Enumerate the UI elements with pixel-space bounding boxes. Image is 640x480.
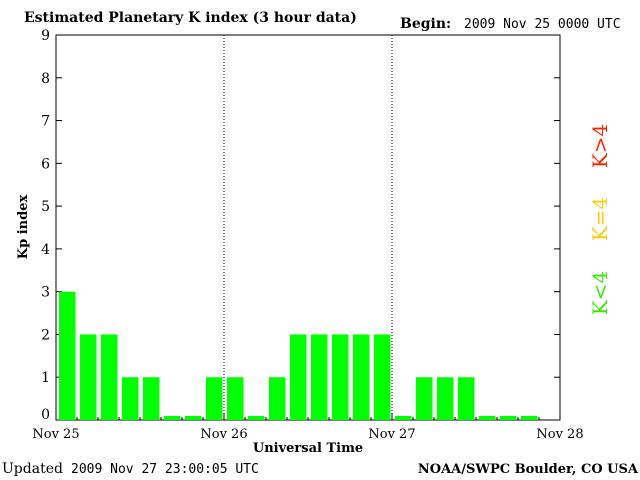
y-tick-label: 4 [41, 242, 50, 258]
plot-area: 0 1 2 3 4 5 6 7 8 9 Nov 25 Nov 26 Nov 27 Nov 28 [32, 28, 583, 442]
y-tick-label: 2 [41, 327, 50, 343]
kp-bar [332, 334, 349, 420]
kp-bar [80, 334, 97, 420]
kp-bar [206, 377, 223, 420]
legend-label: K<4 [588, 271, 612, 315]
updated-label: Updated [2, 461, 63, 477]
kp-bar [59, 291, 76, 420]
plot-frame [55, 34, 561, 421]
kp-bar [458, 377, 475, 420]
y-tick-label: 3 [41, 285, 50, 301]
updated-value: 2009 Nov 27 23:00:05 UTC [71, 462, 259, 477]
kp-bar [437, 377, 454, 420]
kp-bar [143, 377, 160, 420]
kp-bar [164, 416, 181, 420]
x-tick-label: Nov 25 [32, 427, 79, 442]
kp-bar [227, 377, 244, 420]
kp-bar [248, 416, 265, 420]
kp-bar [185, 416, 202, 420]
y-tick-label: 9 [41, 28, 50, 44]
chart-title: Estimated Planetary K index (3 hour data… [24, 10, 357, 26]
x-tick-label: Nov 28 [536, 427, 583, 442]
kp-bar [395, 416, 412, 420]
y-tick-label: 7 [41, 114, 50, 130]
kp-bar [122, 377, 139, 420]
y-tick-label: 0 [41, 407, 50, 423]
y-tick-label: 1 [41, 370, 50, 386]
begin-label: Begin: [400, 16, 451, 32]
legend-label: K>4 [588, 124, 612, 168]
y-axis-label: Kp index [16, 195, 31, 260]
x-tick-label: Nov 27 [368, 427, 415, 442]
kp-bar [479, 416, 496, 420]
legend: K>4 K=4 K<4 [588, 124, 612, 315]
x-tick-label: Nov 26 [200, 427, 247, 442]
source-credit: NOAA/SWPC Boulder, CO USA [418, 462, 639, 477]
legend-label: K=4 [588, 197, 612, 241]
kp-bar [353, 334, 370, 420]
y-tick-label: 6 [41, 156, 50, 172]
kp-bar [500, 416, 517, 420]
kp-bar [416, 377, 433, 420]
kp-bar [101, 334, 118, 420]
begin-value: 2009 Nov 25 0000 UTC [464, 17, 621, 32]
y-tick-label: 5 [41, 199, 50, 215]
x-axis-label: Universal Time [253, 441, 363, 456]
kp-bar [374, 334, 391, 420]
kp-bar [311, 334, 328, 420]
kp-bar [269, 377, 286, 420]
kp-bar [521, 416, 538, 420]
kp-bar [290, 334, 307, 420]
y-tick-label: 8 [41, 71, 50, 87]
